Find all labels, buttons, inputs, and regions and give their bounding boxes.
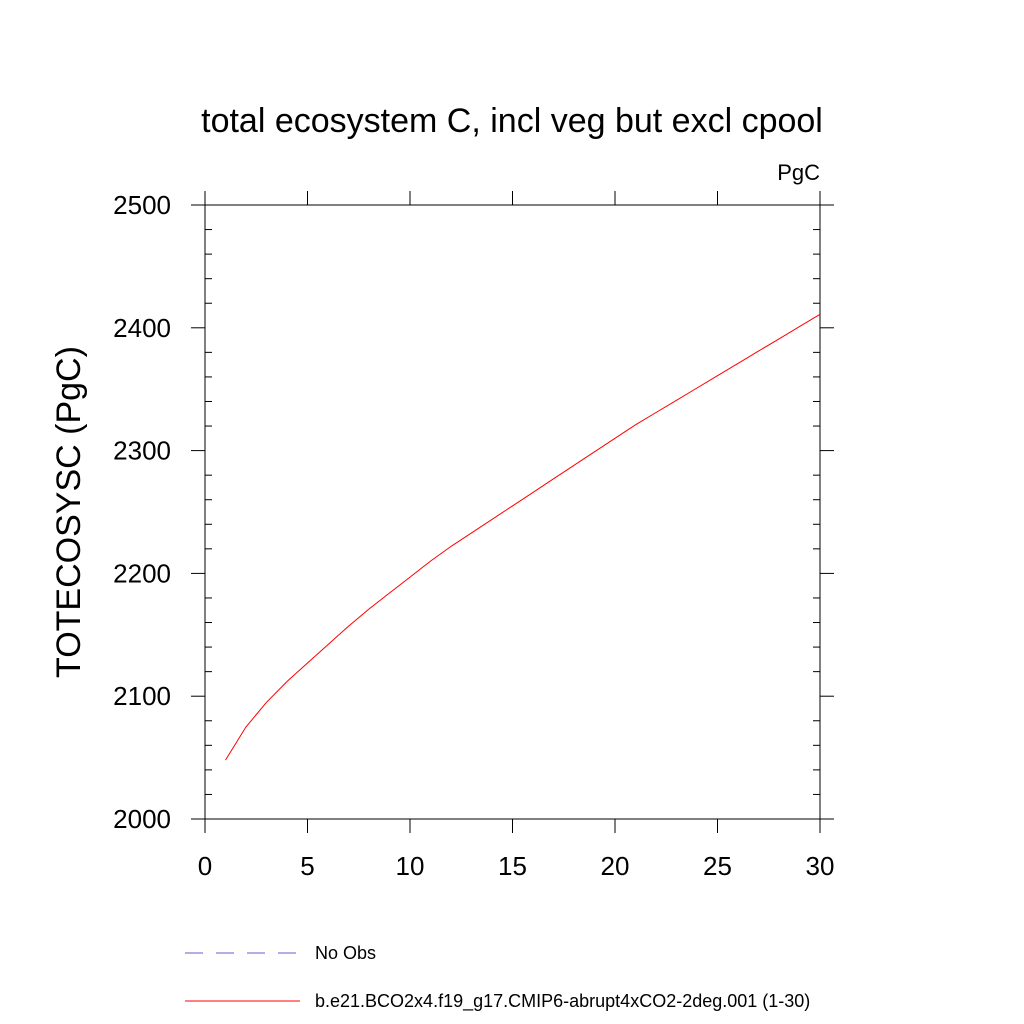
x-tick-label: 10: [396, 851, 425, 881]
y-tick-label: 2400: [113, 313, 171, 343]
plot-frame: [204, 204, 821, 820]
x-tick-labels: 0 5 10 15 20 25 30: [198, 851, 835, 881]
y-tick-labels: 2000 2100 2200 2300 2400 2500: [113, 190, 171, 834]
x-tick-label: 0: [198, 851, 212, 881]
x-tick-label: 5: [300, 851, 314, 881]
legend-label-model-run: b.e21.BCO2x4.f19_g17.CMIP6-abrupt4xCO2-2…: [315, 991, 810, 1012]
x-tick-label: 20: [601, 851, 630, 881]
y-tick-label: 2100: [113, 681, 171, 711]
x-tick-label: 30: [806, 851, 835, 881]
y-tick-label: 2500: [113, 190, 171, 220]
legend: No Obs b.e21.BCO2x4.f19_g17.CMIP6-abrupt…: [185, 943, 810, 1012]
legend-label-no-obs: No Obs: [315, 943, 376, 963]
y-tick-label: 2000: [113, 804, 171, 834]
units-label: PgC: [777, 160, 820, 185]
y-tick-label: 2200: [113, 558, 171, 588]
chart-title: total ecosystem C, incl veg but excl cpo…: [201, 102, 823, 140]
series-line-0: [225, 313, 821, 761]
axis-ticks: [191, 191, 834, 833]
x-tick-label: 15: [498, 851, 527, 881]
y-tick-label: 2300: [113, 436, 171, 466]
y-axis-label: TOTECOSYSC (PgC): [50, 346, 88, 678]
series-group: [225, 313, 821, 761]
x-tick-label: 25: [703, 851, 732, 881]
